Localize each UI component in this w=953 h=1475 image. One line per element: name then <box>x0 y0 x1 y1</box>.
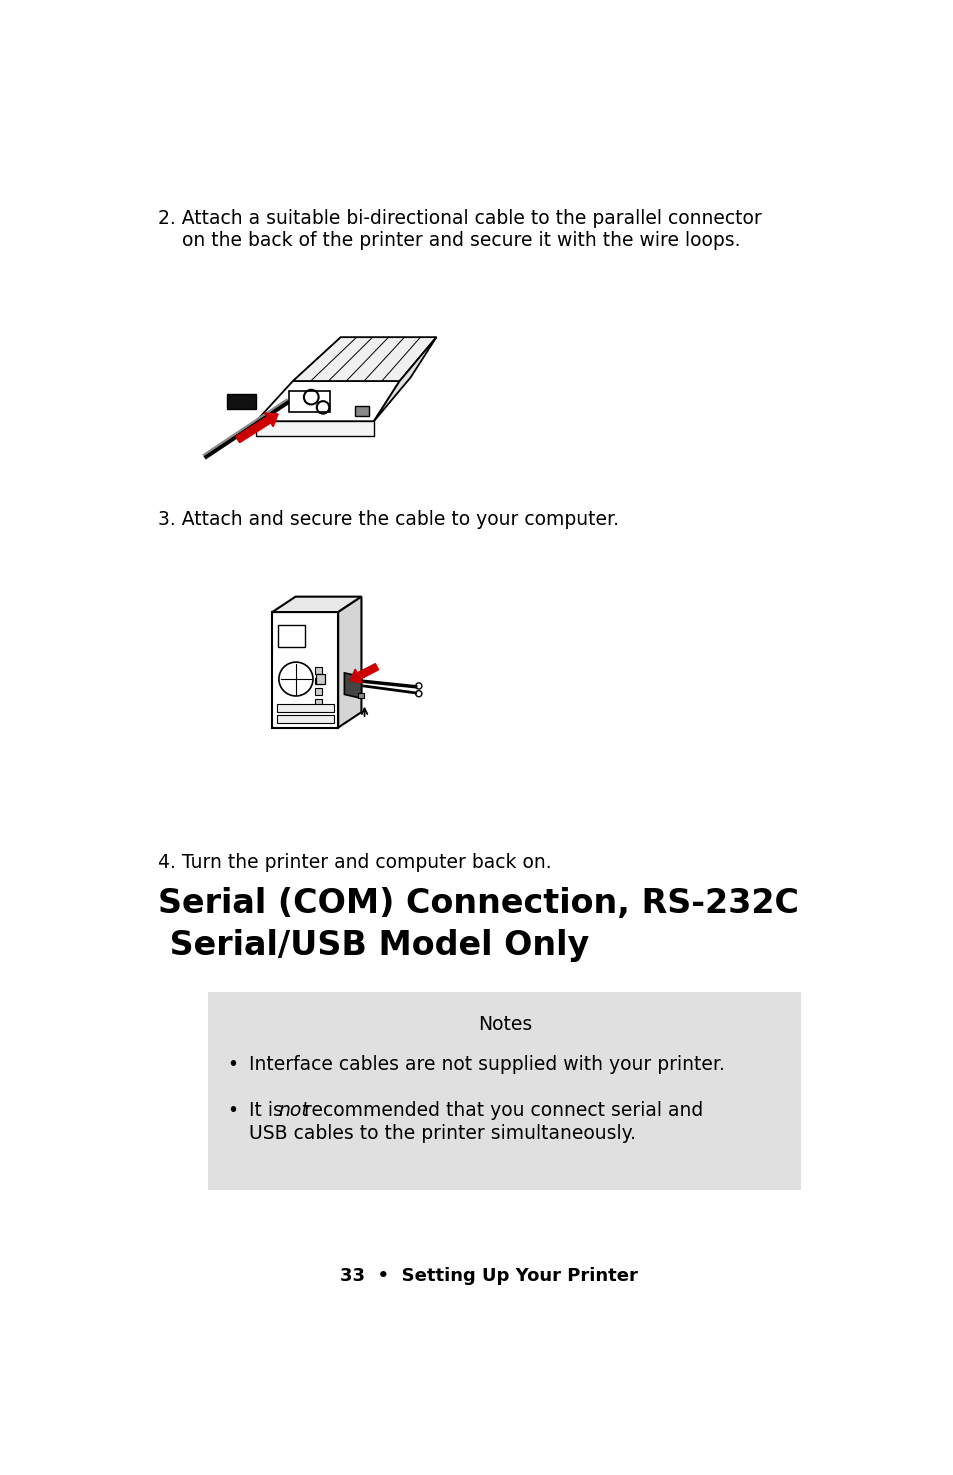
FancyBboxPatch shape <box>314 677 322 684</box>
Text: recommended that you connect serial and: recommended that you connect serial and <box>297 1100 702 1120</box>
FancyBboxPatch shape <box>314 667 322 674</box>
FancyBboxPatch shape <box>277 625 305 646</box>
FancyArrow shape <box>235 413 278 442</box>
FancyBboxPatch shape <box>276 715 334 723</box>
FancyBboxPatch shape <box>314 699 322 707</box>
Text: •: • <box>228 1055 238 1074</box>
Text: •: • <box>228 1100 238 1120</box>
FancyBboxPatch shape <box>289 391 330 412</box>
FancyBboxPatch shape <box>357 673 363 677</box>
Polygon shape <box>255 381 399 422</box>
Text: Notes: Notes <box>477 1015 532 1034</box>
Polygon shape <box>272 612 337 727</box>
Polygon shape <box>255 422 374 437</box>
Text: USB cables to the printer simultaneously.: USB cables to the printer simultaneously… <box>249 1124 636 1143</box>
FancyBboxPatch shape <box>315 674 325 684</box>
FancyBboxPatch shape <box>208 991 801 1189</box>
Text: 3. Attach and secure the cable to your computer.: 3. Attach and secure the cable to your c… <box>158 510 618 528</box>
FancyBboxPatch shape <box>355 406 369 416</box>
Text: Interface cables are not supplied with your printer.: Interface cables are not supplied with y… <box>249 1055 724 1074</box>
Text: 4. Turn the printer and computer back on.: 4. Turn the printer and computer back on… <box>158 853 551 872</box>
Text: 33  •  Setting Up Your Printer: 33 • Setting Up Your Printer <box>339 1267 638 1285</box>
FancyBboxPatch shape <box>314 689 322 695</box>
FancyBboxPatch shape <box>276 705 334 712</box>
Polygon shape <box>374 338 436 422</box>
FancyBboxPatch shape <box>357 693 363 698</box>
Text: Serial/USB Model Only: Serial/USB Model Only <box>158 929 589 962</box>
Polygon shape <box>227 394 255 409</box>
Text: on the back of the printer and secure it with the wire loops.: on the back of the printer and secure it… <box>158 232 740 249</box>
Text: 2. Attach a suitable bi-directional cable to the parallel connector: 2. Attach a suitable bi-directional cabl… <box>158 209 760 229</box>
Polygon shape <box>293 338 436 381</box>
Text: Serial (COM) Connection, RS-232C: Serial (COM) Connection, RS-232C <box>158 886 799 920</box>
FancyArrow shape <box>350 664 378 683</box>
Polygon shape <box>337 597 361 727</box>
Text: not: not <box>278 1100 309 1120</box>
Text: It is: It is <box>249 1100 289 1120</box>
Polygon shape <box>272 597 361 612</box>
Polygon shape <box>344 673 361 698</box>
